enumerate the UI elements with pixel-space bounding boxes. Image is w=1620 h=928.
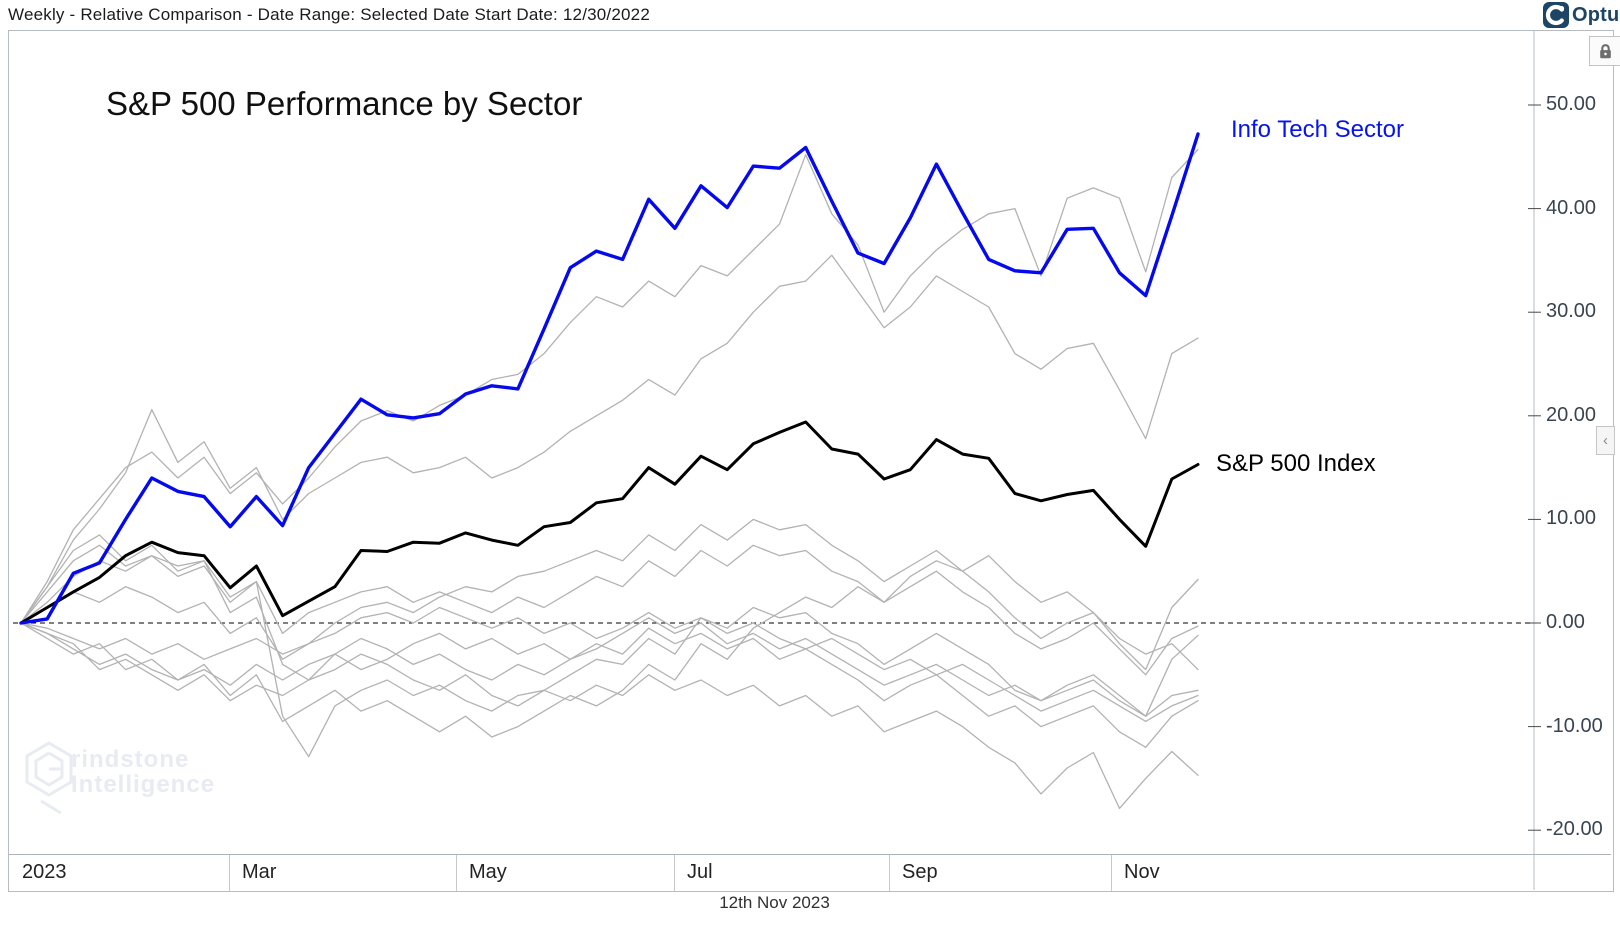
lock-button[interactable]	[1589, 36, 1620, 66]
optuma-logo-icon	[1543, 2, 1569, 28]
grindstone-hexagon-icon	[25, 741, 73, 815]
x-axis-label-sep: Sep	[902, 861, 938, 883]
x-axis-label-2023: 2023	[22, 861, 67, 883]
chart-plot-svg[interactable]	[9, 31, 1613, 891]
x-axis-label-nov: Nov	[1124, 861, 1160, 883]
series-line-gray-sector-10[interactable]	[20, 622, 1199, 810]
x-axis-label-may: May	[469, 861, 507, 883]
x-axis-label-mar: Mar	[242, 861, 277, 883]
series-line-info-tech-sector[interactable]	[19, 132, 1200, 625]
y-axis-label: 40.00	[1546, 196, 1597, 219]
y-axis-label: 50.00	[1546, 93, 1597, 115]
series-line-gray-sector-6[interactable]	[20, 555, 1199, 738]
chart-title: S&P 500 Performance by Sector	[106, 85, 583, 122]
y-axis-label: 30.00	[1546, 300, 1597, 323]
series-line-gray-sector-3[interactable]	[20, 518, 1199, 671]
x-axis-separator	[674, 855, 675, 891]
series-line-sp500-index[interactable]	[19, 420, 1200, 625]
x-axis-label-jul: Jul	[687, 861, 713, 883]
y-axis-label: 0.00	[1546, 611, 1585, 633]
watermark-line1: rindstone	[71, 746, 190, 773]
y-axis-label: -20.00	[1546, 818, 1603, 841]
x-axis-separator	[889, 855, 890, 891]
y-axis-label: -10.00	[1546, 714, 1603, 737]
grindstone-watermark: rindstone Intelligence	[21, 739, 215, 817]
series-line-gray-sector-2[interactable]	[20, 254, 1199, 624]
sp500-series-label: S&P 500 Index	[1216, 450, 1376, 477]
series-line-gray-sector-8[interactable]	[20, 606, 1199, 723]
x-axis-bar[interactable]: 2023 Mar May Jul Sep Nov	[9, 854, 1611, 891]
series-line-gray-sector-4[interactable]	[20, 544, 1199, 676]
series-line-gray-sector-7[interactable]	[20, 617, 1199, 717]
scroll-left-button[interactable]: ‹	[1596, 426, 1615, 455]
y-axis-label: 10.00	[1546, 507, 1597, 530]
x-axis-separator	[229, 855, 230, 891]
watermark-line2: Intelligence	[71, 771, 216, 798]
y-axis-label: 20.00	[1546, 403, 1597, 426]
x-axis-separator	[456, 855, 457, 891]
lock-icon	[1599, 43, 1611, 58]
footer-date: 12th Nov 2023	[719, 893, 830, 912]
info-tech-series-label: Info Tech Sector	[1231, 116, 1404, 143]
toolbar-settings-text[interactable]: Weekly - Relative Comparison - Date Rang…	[8, 5, 650, 24]
x-axis-separator	[1111, 855, 1112, 891]
series-line-gray-sector-1[interactable]	[20, 148, 1199, 624]
series-line-gray-sector-9[interactable]	[20, 534, 1199, 748]
optuma-logo-text: Optuma®	[1572, 3, 1620, 26]
series-line-gray-sector-5[interactable]	[20, 555, 1199, 758]
optuma-logo: Optuma®	[1543, 2, 1620, 28]
chart-panel[interactable]: S&P 500 Performance by Sector Info Tech …	[8, 30, 1620, 892]
